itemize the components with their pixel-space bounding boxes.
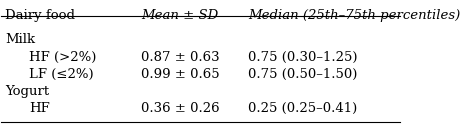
Text: Milk: Milk [5, 33, 36, 46]
Text: 0.25 (0.25–0.41): 0.25 (0.25–0.41) [248, 102, 358, 115]
Text: HF: HF [29, 102, 50, 115]
Text: Median (25th–75th percentiles): Median (25th–75th percentiles) [248, 9, 461, 22]
Text: 0.36 ± 0.26: 0.36 ± 0.26 [141, 102, 219, 115]
Text: 0.87 ± 0.63: 0.87 ± 0.63 [141, 51, 219, 64]
Text: 0.75 (0.30–1.25): 0.75 (0.30–1.25) [248, 51, 358, 64]
Text: Yogurt: Yogurt [5, 85, 49, 98]
Text: Mean ± SD: Mean ± SD [141, 9, 218, 22]
Text: Dairy food: Dairy food [5, 9, 75, 22]
Text: 0.75 (0.50–1.50): 0.75 (0.50–1.50) [248, 68, 358, 81]
Text: HF (>2%): HF (>2%) [29, 51, 97, 64]
Text: 0.99 ± 0.65: 0.99 ± 0.65 [141, 68, 219, 81]
Text: LF (≤2%): LF (≤2%) [29, 68, 94, 81]
